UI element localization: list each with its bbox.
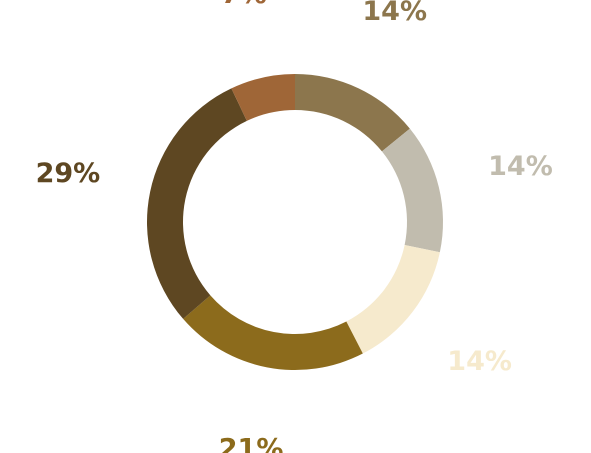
slice-label: 14% [362,0,427,27]
slice-label: 21% [219,433,284,453]
donut-slice [146,88,247,319]
donut-slice [381,128,444,253]
slice-label: 7% [221,0,267,10]
slice-label: 14% [488,151,553,182]
donut-slice [231,74,295,121]
donut-slice [295,74,410,152]
donut-slice [183,295,363,370]
slice-label: 14% [447,346,512,377]
donut-slice [346,244,440,354]
slice-label: 29% [36,158,101,189]
